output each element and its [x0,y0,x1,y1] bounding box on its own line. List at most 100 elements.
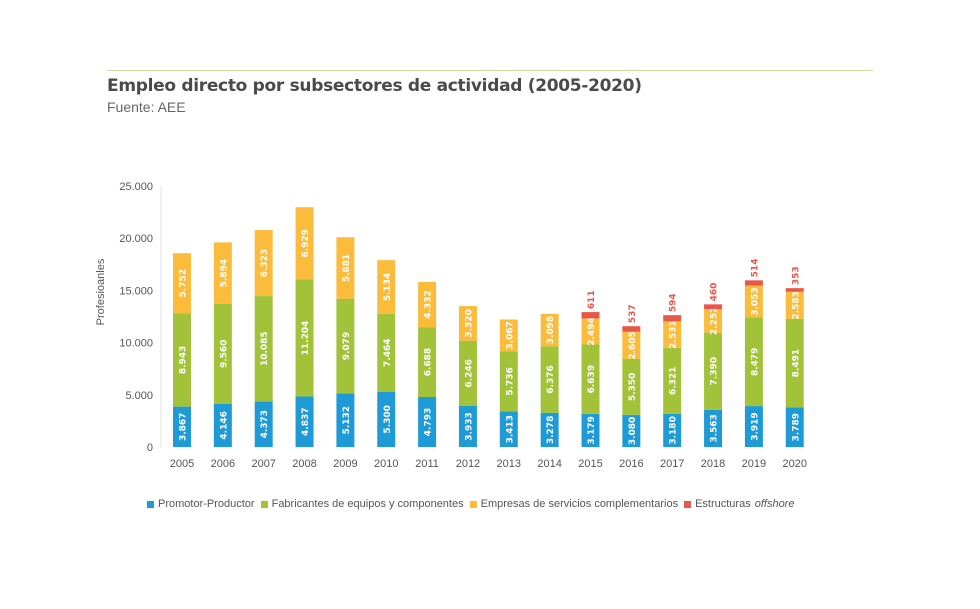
x-tick-label: 2007 [251,458,275,470]
data-label: 611 [587,290,597,309]
y-tick-label: 20.000 [119,233,153,245]
bar-segment [622,326,641,332]
bar-segment [254,296,273,402]
bar-segment [622,358,641,415]
bar-segment [744,285,763,318]
x-tick-label: 2018 [701,458,725,470]
bar-segment [295,396,314,447]
data-label: 5.736 [505,367,515,395]
data-label: 3.067 [505,321,515,349]
bar-segment [704,304,723,310]
legend: Promotor-Productor Fabricantes de equipos… [147,498,794,510]
bar-segment [785,288,804,292]
bar-segment [663,321,682,348]
legend-item: Empresas de servicios complementarios [469,498,678,510]
data-label: 353 [791,266,801,285]
legend-item: Fabricantes de equipos y componentes [260,498,464,510]
data-label: 4.146 [219,411,229,439]
data-label: 514 [750,259,760,278]
data-label: 3.098 [546,316,556,344]
title-rule [107,70,873,71]
x-tick-label: 2014 [537,458,561,470]
data-label: 2.252 [710,307,720,335]
data-label: 3.933 [464,412,474,440]
data-label: 5.350 [628,373,638,401]
data-label: 3.789 [791,413,801,441]
data-label: 5.300 [383,405,393,433]
data-label: 3.320 [464,309,474,337]
y-tick-label: 15.000 [119,285,153,297]
bar-segment [663,315,682,322]
x-tick-label: 2010 [374,458,398,470]
data-label: 4.793 [424,408,434,436]
bar-segment [213,403,232,447]
x-tick-label: 2012 [456,458,480,470]
data-label: 11.204 [301,321,311,356]
bar-segment [377,260,396,314]
bar-segment [377,313,396,392]
data-label: 8.479 [750,348,760,376]
data-label: 6.929 [301,229,311,257]
data-label: 7.390 [710,357,720,385]
data-label: 594 [669,293,679,312]
data-label: 3.179 [587,416,597,444]
bar-segment [622,414,641,447]
bar-segment [173,406,191,447]
data-label: 6.321 [669,367,679,395]
legend-item: Estructuras offshore [684,498,794,510]
data-label: 5.132 [342,406,352,434]
legend-swatch [260,500,268,508]
data-label: 3.053 [750,287,760,315]
data-label: 3.278 [546,416,556,444]
legend-swatch [469,500,477,508]
x-tick-label: 2006 [211,458,235,470]
chart-subtitle: Fuente: AEE [107,99,186,115]
data-label: 7.464 [383,338,393,366]
data-label: 3.180 [669,416,679,444]
x-tick-label: 2011 [415,458,439,470]
bar-segment [295,279,314,397]
bar-segment [336,393,355,447]
x-tick-label: 2005 [170,458,194,470]
data-label: 2.531 [669,320,679,348]
bar-segment [458,340,477,406]
data-label: 6.376 [546,365,556,393]
data-label: 9.560 [219,340,229,368]
bar-segment [418,327,437,397]
data-label: 6.323 [260,249,270,277]
bar-segment [581,413,600,447]
bar-segment [540,346,559,413]
data-label: 2.494 [587,317,597,345]
legend-item: Promotor-Productor [147,498,255,510]
bar-segment [336,237,355,299]
x-tick-label: 2019 [742,458,766,470]
data-label: 4.332 [424,290,434,318]
legend-label: Promotor-Productor [158,498,255,510]
bar-segment [418,281,437,328]
x-tick-label: 2008 [292,458,316,470]
bar-segment [173,253,191,314]
data-label: 5.752 [179,269,189,297]
bar-segment [663,347,682,414]
data-label: 8.491 [791,349,801,377]
bar-segment [418,396,437,447]
data-label: 3.080 [628,417,638,445]
bar-segment [254,401,273,447]
bar-segment [499,411,518,447]
data-label: 3.413 [505,415,515,443]
bar-segment [458,306,477,341]
data-label: 6.688 [424,348,434,376]
bar-segment [295,207,314,280]
bar-segment [744,317,763,407]
legend-label: Fabricantes de equipos y componentes [271,498,464,510]
bar-segment [622,331,641,359]
data-label: 460 [710,283,720,302]
bar-segment [377,391,396,447]
data-label: 5.894 [219,259,229,287]
data-label: 3.563 [710,414,720,442]
x-tick-label: 2015 [578,458,602,470]
bar-segment [663,413,682,447]
bar-segment [213,303,232,404]
bar-segment [499,319,518,352]
